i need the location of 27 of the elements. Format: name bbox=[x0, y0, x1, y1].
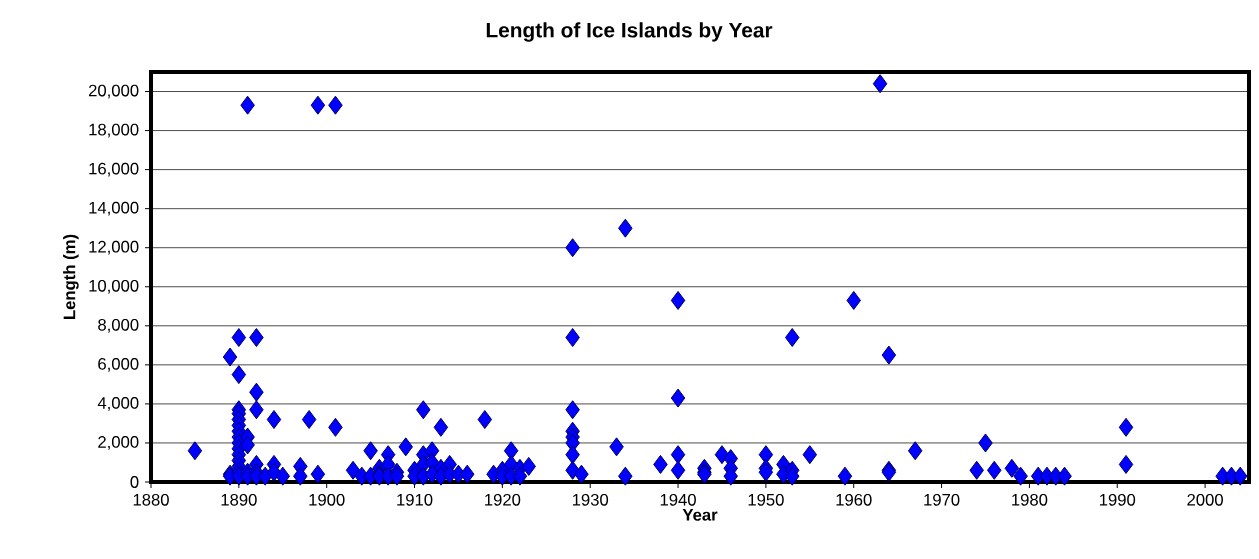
y-tick-label: 14,000 bbox=[89, 201, 139, 216]
chart-title: Length of Ice Islands by Year bbox=[486, 22, 773, 42]
x-tick-label: 1890 bbox=[221, 493, 257, 506]
x-tick-label: 1950 bbox=[748, 493, 784, 506]
y-axis-title: Length (m) bbox=[63, 234, 79, 319]
x-tick-label: 1970 bbox=[924, 493, 960, 506]
y-tick-label: 10,000 bbox=[89, 279, 139, 294]
x-tick-label: 1980 bbox=[1012, 493, 1048, 506]
y-tick-label: 8,000 bbox=[98, 318, 139, 333]
x-tick-label: 1940 bbox=[660, 493, 696, 506]
y-tick-label: 0 bbox=[130, 476, 139, 488]
y-tick-label: 4,000 bbox=[97, 397, 139, 411]
x-tick-label: 1920 bbox=[485, 493, 521, 506]
x-tick-label: 1900 bbox=[309, 493, 345, 506]
y-tick-label: 12,000 bbox=[89, 240, 139, 255]
y-tick-label: 20,000 bbox=[88, 84, 139, 99]
x-tick-label: 1880 bbox=[133, 493, 169, 506]
x-tick-label: 1930 bbox=[572, 493, 609, 506]
x-tick-label: 2000 bbox=[1187, 493, 1223, 506]
y-tick-label: 18,000 bbox=[89, 123, 139, 138]
x-tick-label: 1910 bbox=[397, 493, 433, 506]
x-tick-label: 1990 bbox=[1099, 493, 1136, 506]
y-tick-label: 6,000 bbox=[98, 357, 139, 372]
y-tick-label: 16,000 bbox=[89, 162, 139, 177]
x-tick-label: 1960 bbox=[836, 493, 872, 506]
y-tick-label: 2,000 bbox=[98, 436, 139, 450]
x-axis-title: Year bbox=[682, 509, 718, 521]
